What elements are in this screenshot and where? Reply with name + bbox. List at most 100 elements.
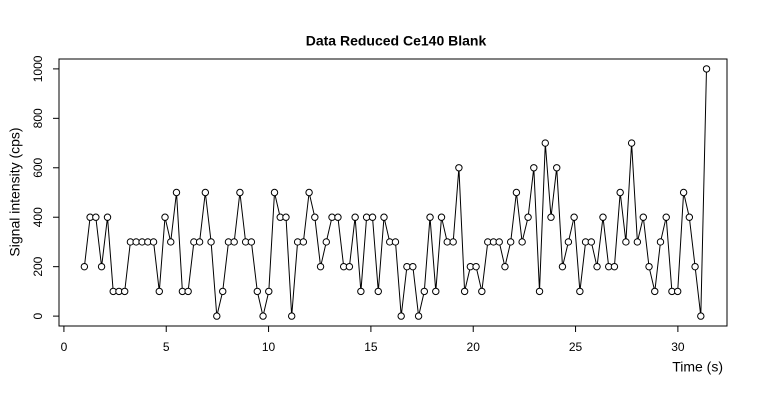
- y-tick-label: 0: [31, 312, 45, 319]
- data-point: [207, 238, 215, 246]
- x-tick-label: 20: [467, 340, 481, 354]
- y-tick-label: 1000: [31, 55, 45, 82]
- data-point: [299, 238, 308, 246]
- data-point: [702, 65, 711, 73]
- data-point: [651, 287, 659, 296]
- data-point: [155, 287, 163, 296]
- data-point: [426, 213, 434, 221]
- data-point: [391, 238, 400, 246]
- x-axis-label: Time (s): [672, 359, 723, 375]
- data-point: [460, 287, 469, 296]
- data-point: [230, 238, 238, 246]
- data-point: [455, 164, 463, 172]
- data-point: [587, 238, 596, 246]
- data-point: [420, 287, 429, 296]
- data-point: [593, 262, 601, 271]
- data-point: [512, 188, 521, 197]
- data-point: [616, 188, 624, 197]
- data-point: [622, 238, 630, 246]
- data-point: [679, 188, 688, 197]
- data-point: [368, 213, 377, 221]
- data-point: [195, 238, 204, 246]
- chart-title: Data Reduced Ce140 Blank: [306, 33, 487, 49]
- data-point: [213, 312, 221, 320]
- data-point: [265, 287, 273, 296]
- data-point: [380, 213, 388, 221]
- data-point: [558, 262, 567, 271]
- x-tick-label: 5: [163, 340, 170, 354]
- data-point: [92, 213, 100, 221]
- data-point: [524, 213, 532, 221]
- x-tick-label: 10: [262, 340, 276, 354]
- data-point: [437, 213, 446, 221]
- data-point: [184, 287, 192, 296]
- data-point: [627, 139, 636, 147]
- data-point: [172, 188, 181, 197]
- data-point: [530, 164, 538, 172]
- y-tick-label: 600: [31, 157, 45, 177]
- x-tick-label: 30: [671, 340, 685, 354]
- data-point: [97, 262, 106, 271]
- data-point: [673, 287, 682, 296]
- data-point: [535, 287, 544, 296]
- data-point: [495, 238, 503, 246]
- x-tick-label: 25: [569, 340, 583, 354]
- x-tick-label: 0: [61, 340, 68, 354]
- data-point: [161, 213, 169, 221]
- data-point: [287, 312, 296, 320]
- data-point: [305, 188, 313, 197]
- data-point: [397, 312, 405, 320]
- data-point: [351, 213, 359, 221]
- data-point: [409, 262, 417, 271]
- data-point: [449, 238, 457, 246]
- data-point: [518, 238, 526, 246]
- data-point: [432, 287, 440, 296]
- data-point: [259, 312, 267, 320]
- data-point: [662, 213, 670, 221]
- data-point: [282, 213, 290, 221]
- data-point: [316, 262, 325, 271]
- data-point: [610, 262, 619, 271]
- y-tick-label: 400: [31, 207, 45, 227]
- data-point: [691, 262, 699, 271]
- data-point: [685, 213, 694, 221]
- data-point: [311, 213, 319, 221]
- data-point: [541, 139, 549, 147]
- data-point: [472, 262, 480, 271]
- data-point: [322, 238, 330, 246]
- data-point: [697, 312, 705, 320]
- y-axis-label: Signal intensity (cps): [7, 127, 23, 256]
- data-point: [334, 213, 342, 221]
- data-point: [253, 287, 262, 296]
- data-point: [80, 262, 89, 271]
- data-point: [270, 188, 279, 197]
- data-point: [633, 238, 642, 246]
- data-point: [414, 312, 423, 320]
- data-point: [501, 262, 509, 271]
- data-point: [506, 238, 515, 246]
- data-point: [656, 238, 665, 246]
- data-point: [219, 287, 227, 296]
- data-point: [645, 262, 653, 271]
- data-point: [247, 238, 256, 246]
- plot-box: [58, 58, 728, 327]
- data-point: [570, 213, 578, 221]
- data-point: [120, 287, 129, 296]
- data-point: [149, 238, 158, 246]
- data-point: [564, 238, 573, 246]
- data-point: [345, 262, 354, 271]
- data-point: [639, 213, 647, 221]
- data-point: [374, 287, 382, 296]
- data-point: [553, 164, 561, 172]
- y-tick-label: 800: [31, 108, 45, 128]
- x-tick-label: 15: [364, 340, 378, 354]
- data-point: [576, 287, 584, 296]
- data-point: [599, 213, 607, 221]
- data-point: [103, 213, 112, 221]
- data-point: [201, 188, 210, 197]
- data-point: [357, 287, 365, 296]
- data-point: [547, 213, 555, 221]
- data-point: [236, 188, 244, 197]
- data-point: [478, 287, 486, 296]
